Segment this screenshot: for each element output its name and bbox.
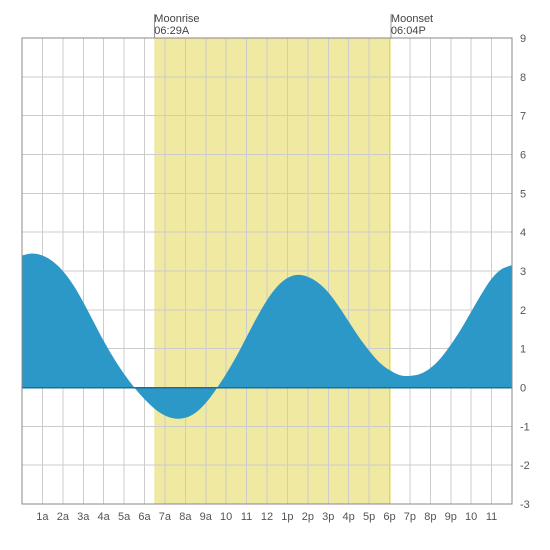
y-tick-label: 6 [520,150,526,162]
tide-chart: -3-2-101234567891a2a3a4a5a6a7a8a9a101112… [10,10,540,540]
x-tick-label: 5p [363,511,375,523]
y-tick-label: 2 [520,305,526,317]
y-tick-label: -1 [520,421,530,433]
moonset-time: 06:04P [391,25,426,37]
x-tick-label: 8p [424,511,436,523]
chart-svg: -3-2-101234567891a2a3a4a5a6a7a8a9a101112… [10,10,540,540]
x-tick-label: 1a [36,511,49,523]
x-tick-label: 2p [302,511,314,523]
x-tick-label: 12 [261,511,273,523]
moonrise-label: Moonrise [154,13,199,25]
y-tick-label: 4 [520,227,526,239]
y-tick-label: -3 [520,499,530,511]
x-tick-label: 10 [465,511,477,523]
x-tick-label: 4a [98,511,111,523]
x-tick-label: 5a [118,511,131,523]
moonrise-time: 06:29A [154,25,190,37]
x-tick-label: 4p [343,511,355,523]
x-tick-label: 2a [57,511,70,523]
y-tick-label: 8 [520,72,526,84]
x-tick-label: 3a [77,511,90,523]
y-tick-label: 1 [520,344,526,356]
x-tick-label: 7p [404,511,416,523]
x-tick-label: 11 [241,511,252,523]
x-tick-label: 11 [486,511,497,523]
x-tick-label: 6p [383,511,395,523]
y-tick-label: 5 [520,188,526,200]
x-tick-label: 1p [281,511,293,523]
y-tick-label: 9 [520,33,526,45]
y-tick-label: 3 [520,266,526,278]
y-tick-label: 7 [520,111,526,123]
x-tick-label: 7a [159,511,172,523]
moonset-label: Moonset [391,13,433,25]
x-tick-label: 8a [179,511,192,523]
y-tick-label: 0 [520,383,526,395]
x-tick-label: 9p [445,511,457,523]
x-tick-label: 10 [220,511,232,523]
y-tick-label: -2 [520,460,530,472]
x-tick-label: 6a [138,511,151,523]
x-tick-label: 3p [322,511,334,523]
x-tick-label: 9a [200,511,213,523]
